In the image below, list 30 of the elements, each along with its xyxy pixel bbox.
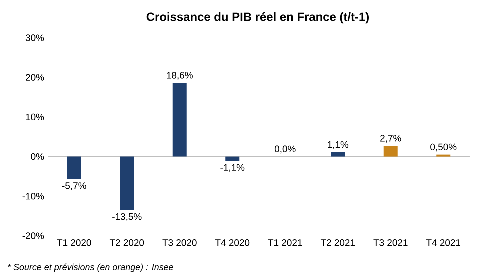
bar (384, 146, 398, 157)
x-tick-label: T2 2020 (110, 240, 144, 246)
data-label: -5,7% (62, 182, 86, 190)
data-label: -13,5% (112, 213, 142, 222)
x-tick-label: T1 2020 (57, 240, 92, 246)
x-tick-label: T4 2021 (426, 240, 461, 246)
x-tick-label: T3 2021 (374, 240, 408, 246)
bar (226, 156, 240, 162)
y-tick-label: 30% (26, 34, 44, 42)
data-label: -1,1% (220, 164, 245, 172)
bar (331, 152, 346, 157)
y-tick-label: 0% (31, 153, 44, 160)
data-label: 0,50% (430, 144, 457, 152)
bar (120, 156, 134, 210)
bar (67, 156, 82, 180)
text: * Source et prévisions (en orange) : Insee (8, 264, 174, 272)
y-tick-label: 10% (26, 114, 44, 121)
data-label: 2,7% (380, 135, 402, 143)
x-tick-label: T2 2021 (320, 240, 356, 246)
chart-title: Croissance du PIB réel en France (t/t-1) (146, 12, 369, 24)
y-tick-label: -20% (22, 232, 44, 240)
x-tick-label: T1 2021 (268, 240, 302, 246)
x-tick-label: T3 2020 (162, 240, 197, 246)
bar (172, 83, 187, 157)
data-label: 1,1% (328, 141, 349, 150)
data-label: 18,6% (167, 72, 193, 80)
data-label: 0,0% (274, 146, 296, 154)
y-tick-label: -10% (22, 193, 44, 200)
y-tick-label: 20% (26, 74, 44, 81)
x-tick-label: T4 2020 (215, 240, 250, 246)
